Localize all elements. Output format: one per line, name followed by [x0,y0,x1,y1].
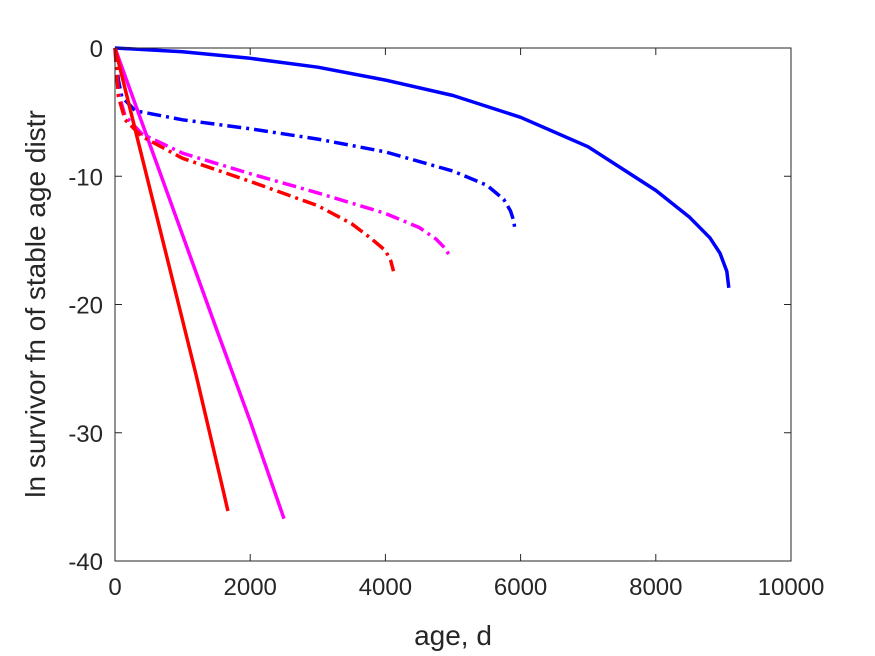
ticks-layer: 0 2000 4000 6000 8000 10000 0 -10 -20 -30 -40 [68,36,824,601]
series-line-3 [113,47,286,520]
x-axis-label: age, d [414,620,492,651]
x-tick-label: 0 [108,574,121,601]
series-line-2 [113,47,517,232]
y-tick-label: -20 [68,293,103,320]
x-tick-label: 6000 [494,574,547,601]
series-layer [113,46,731,520]
plot-area [115,48,791,561]
y-tick-label: 0 [90,36,103,63]
x-tick-label: 2000 [224,574,277,601]
series-line-1 [114,46,731,289]
y-axis-label: ln survivor fn of stable age distr [20,110,51,498]
x-tick-label: 8000 [629,574,682,601]
series-line-6 [113,47,396,272]
y-tick-label: -40 [68,549,103,576]
y-tick-label: -30 [68,421,103,448]
series-line-5 [113,47,230,512]
x-tick-label: 10000 [758,574,825,601]
y-tick-label: -10 [68,164,103,191]
x-tick-label: 4000 [359,574,412,601]
